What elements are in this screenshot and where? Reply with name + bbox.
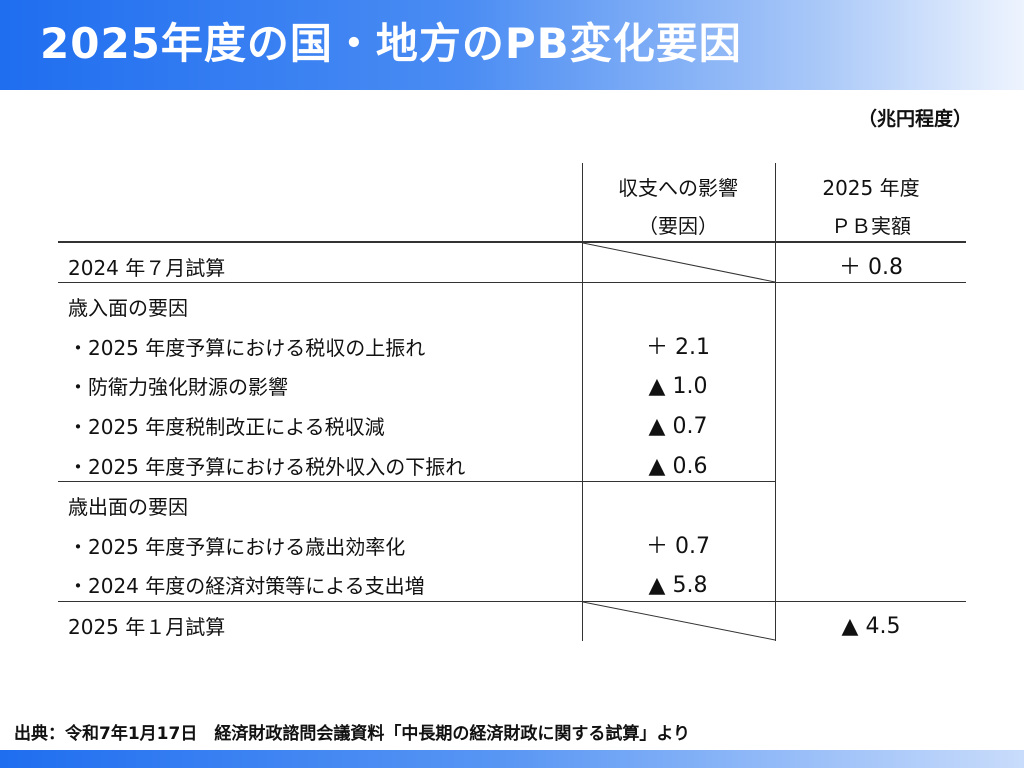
impact-header-line1: 収支への影響 xyxy=(618,176,738,200)
row-label: ・2025 年度税制改正による税収減 xyxy=(68,415,385,439)
table-rule xyxy=(58,241,966,243)
row-label: ・防衛力強化財源の影響 xyxy=(68,375,288,399)
impact-value: ▲ 5.8 xyxy=(648,573,708,598)
row-label: ・2025 年度予算における歳出効率化 xyxy=(68,535,406,559)
unit-label: （兆円程度） xyxy=(857,108,972,130)
bottom-bar xyxy=(0,750,1024,768)
source-note: 出典：令和7年1月17日 経済財政諮問会議資料「中長期の経済財政に関する試算」よ… xyxy=(14,724,690,744)
pb-header-line1: 2025 年度 xyxy=(822,176,920,200)
table-rule xyxy=(58,601,966,602)
impact-value: ＋ 0.7 xyxy=(646,534,710,559)
row-label: 2025 年１月試算 xyxy=(68,615,226,639)
impact-value: ▲ 0.6 xyxy=(648,454,708,479)
pb-header-line2: ＰＢ実額 xyxy=(831,214,911,238)
page-title: 2025年度の国・地方のPB変化要因 xyxy=(40,19,742,68)
pb-value: ▲ 4.5 xyxy=(841,614,901,639)
section-label: 歳入面の要因 xyxy=(68,296,188,320)
impact-value: ▲ 0.7 xyxy=(648,414,708,439)
table-rule xyxy=(58,282,966,283)
title-bar: 2025年度の国・地方のPB変化要因 xyxy=(0,0,1024,90)
impact-header-line2: （要因） xyxy=(638,214,718,238)
row-label: ・2025 年度予算における税外収入の下振れ xyxy=(68,455,466,479)
row-label: 2024 年７月試算 xyxy=(68,256,226,280)
row-label: ・2025 年度予算における税収の上振れ xyxy=(68,336,426,360)
section-label: 歳出面の要因 xyxy=(68,495,188,519)
impact-value: ▲ 1.0 xyxy=(648,374,708,399)
column-divider xyxy=(775,163,776,641)
column-divider xyxy=(582,163,583,641)
empty-cell-slash xyxy=(582,601,776,641)
empty-cell-slash xyxy=(582,242,776,283)
row-label: ・2024 年度の経済対策等による支出増 xyxy=(68,574,425,598)
table-rule xyxy=(58,481,776,482)
pb-value: ＋ 0.8 xyxy=(839,255,903,280)
impact-value: ＋ 2.1 xyxy=(646,335,710,360)
